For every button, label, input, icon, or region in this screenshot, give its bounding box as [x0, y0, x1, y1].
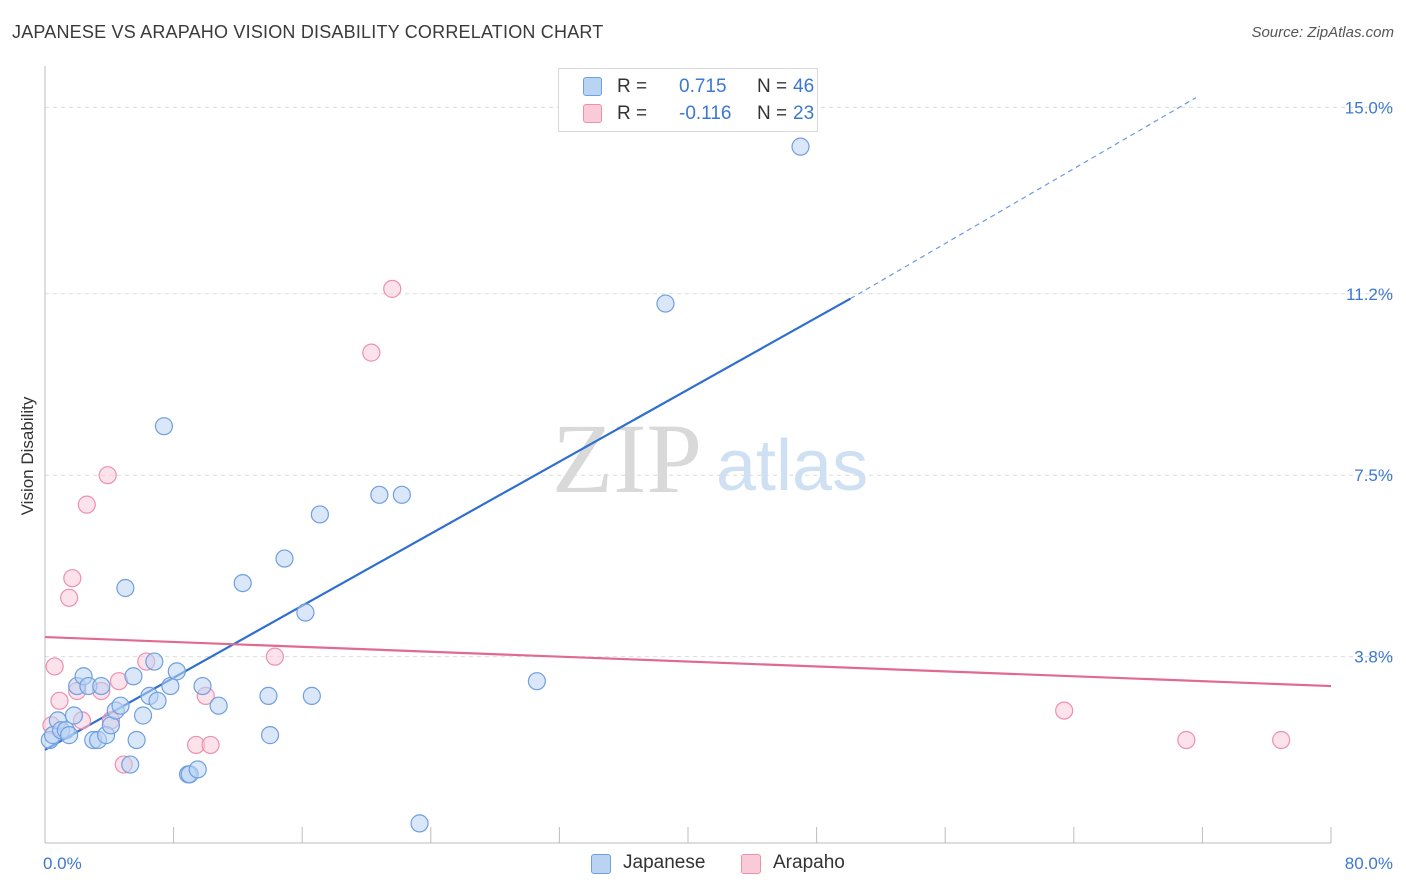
r-label: R =	[617, 76, 648, 97]
n-label: N =	[757, 76, 788, 97]
japanese-point	[111, 696, 130, 715]
chart-title: JAPANESE VS ARAPAHO VISION DISABILITY CO…	[12, 22, 604, 42]
y-tick-label: 11.2%	[1346, 285, 1393, 304]
japanese-point	[127, 730, 146, 750]
arapaho-point	[1272, 730, 1291, 750]
japanese-point	[410, 814, 429, 833]
japanese-point	[188, 760, 207, 779]
arapaho-point	[362, 343, 381, 362]
japanese-trend-extension	[850, 97, 1197, 300]
n-value: 46	[793, 76, 815, 97]
japanese-point	[527, 672, 546, 691]
r-label: R =	[617, 103, 648, 124]
arapaho-point	[60, 588, 79, 607]
watermark-atlas: atlas	[716, 426, 868, 506]
japanese-point	[145, 652, 164, 671]
japanese-point	[193, 676, 212, 696]
gridlines	[45, 106, 1393, 658]
watermark: ZIP atlas	[552, 403, 868, 514]
arapaho-point	[45, 657, 64, 676]
arapaho-point	[1177, 730, 1196, 750]
arapaho-trend-line	[44, 635, 1332, 688]
arapaho-point	[383, 279, 402, 298]
japanese-point	[370, 485, 389, 504]
japanese-point	[209, 696, 228, 715]
y-tick-label: 7.5%	[1354, 466, 1393, 485]
japanese-point	[60, 726, 79, 745]
arapaho-point	[77, 495, 96, 514]
arapaho-point	[63, 569, 82, 588]
japanese-point	[260, 726, 280, 745]
data-points	[40, 137, 1291, 833]
japanese-swatch	[583, 77, 602, 96]
japanese-point	[116, 578, 135, 598]
japanese-point	[296, 603, 315, 622]
japanese-point	[302, 686, 321, 705]
r-value: -0.116	[679, 103, 732, 124]
arapaho-swatch	[741, 854, 761, 874]
japanese-point	[154, 417, 174, 436]
japanese-point	[121, 755, 140, 774]
x-tick-label: 0.0%	[43, 854, 82, 873]
correlation-legend: R = 0.715 N = 46 R = -0.116 N = 23	[558, 68, 818, 132]
arapaho-point	[1055, 701, 1074, 720]
legend-label-japanese: Japanese	[623, 852, 706, 873]
n-label: N =	[757, 103, 788, 124]
arapaho-point	[201, 735, 220, 755]
arapaho-point	[50, 691, 69, 710]
y-tick-label: 3.8%	[1354, 648, 1393, 667]
n-value: 23	[793, 103, 815, 124]
japanese-point	[392, 485, 411, 504]
japanese-point	[791, 137, 810, 156]
japanese-swatch	[591, 854, 611, 874]
arapaho-point	[265, 647, 284, 666]
japanese-point	[275, 549, 294, 568]
japanese-point	[92, 676, 111, 696]
x-tick-label: 80.0%	[1345, 854, 1393, 873]
source-label: Source: ZipAtlas.com	[1251, 24, 1394, 41]
japanese-point	[259, 686, 278, 705]
japanese-point	[310, 505, 329, 524]
arapaho-point	[98, 466, 117, 485]
y-tick-label: 15.0%	[1345, 98, 1393, 117]
japanese-point	[656, 294, 675, 313]
japanese-point	[233, 573, 252, 593]
japanese-point	[148, 691, 167, 710]
japanese-point	[133, 706, 153, 725]
r-value: 0.715	[679, 76, 727, 97]
arapaho-swatch	[583, 104, 602, 123]
watermark-zip: ZIP	[552, 403, 702, 514]
japanese-point	[167, 662, 186, 681]
japanese-point	[64, 706, 84, 725]
axes	[44, 66, 1332, 844]
tick-labels: 3.8% 7.5% 11.2% 15.0% 0.0% 80.0%	[43, 98, 1393, 873]
japanese-point	[124, 667, 143, 686]
legend-label-arapaho: Arapaho	[773, 852, 845, 873]
